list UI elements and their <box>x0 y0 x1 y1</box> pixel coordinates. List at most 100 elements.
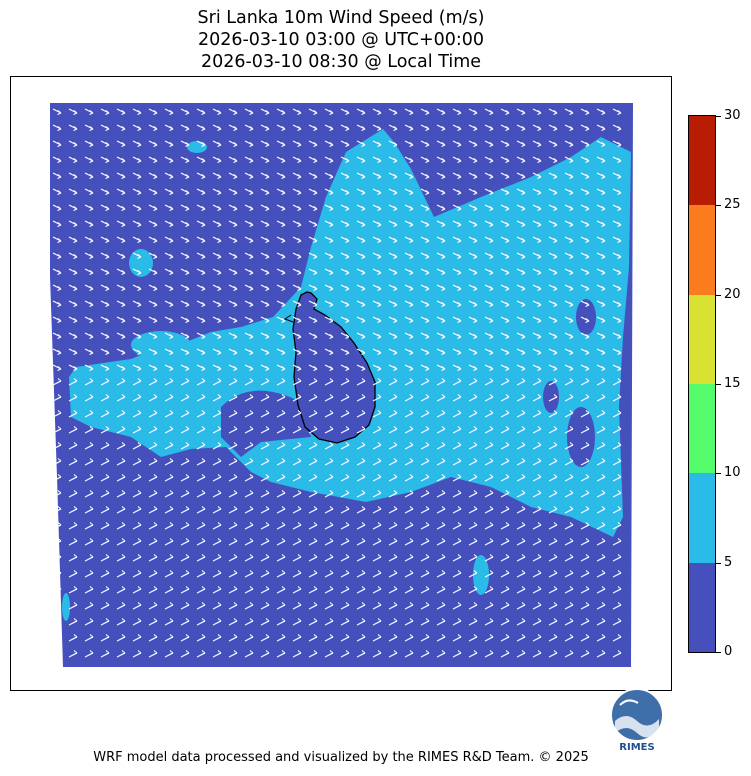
wind-arrow <box>100 538 110 546</box>
wind-arrow <box>580 586 590 594</box>
wind-arrow <box>260 522 270 530</box>
wind-arrow <box>116 394 126 402</box>
wind-arrow <box>132 394 142 402</box>
wind-arrow <box>548 426 558 434</box>
wind-arrow <box>420 618 430 626</box>
wind-arrow <box>196 204 206 212</box>
wind-arrow <box>132 490 142 498</box>
wind-arrow <box>68 426 78 434</box>
wind-arrow <box>100 490 110 498</box>
colorbar-tick-label: 20 <box>724 286 741 302</box>
wind-arrow <box>372 554 382 562</box>
wind-arrow <box>404 458 414 466</box>
wind-arrow <box>260 570 270 578</box>
wind-arrow <box>244 236 254 244</box>
wind-arrow <box>196 156 206 164</box>
wind-arrow <box>356 108 366 116</box>
wind-arrow <box>132 378 142 386</box>
colorbar-tick <box>716 384 721 385</box>
wind-arrow <box>276 284 286 292</box>
wind-arrow <box>372 602 382 610</box>
colorbar-tick-label: 5 <box>724 554 733 570</box>
wind-arrow <box>164 554 174 562</box>
wind-arrow <box>52 394 62 402</box>
wind-arrow <box>500 522 510 530</box>
colorbar-tick-label: 0 <box>724 644 733 659</box>
wind-arrow <box>420 506 430 514</box>
wind-arrow <box>308 332 318 340</box>
wind-arrow <box>356 236 366 244</box>
wind-arrow <box>68 108 78 116</box>
wind-arrow <box>452 156 462 164</box>
wind-arrow <box>276 348 286 356</box>
wind-arrow <box>276 124 286 132</box>
wind-arrow <box>148 410 158 418</box>
wind-arrow <box>260 332 270 340</box>
wind-arrow <box>452 618 462 626</box>
wind-arrow <box>180 522 190 530</box>
wind-arrow <box>276 188 286 196</box>
wind-arrow <box>420 268 430 276</box>
wind-arrow <box>340 140 350 148</box>
wind-arrow <box>420 378 430 386</box>
wind-arrow <box>228 650 238 658</box>
wind-arrow <box>372 364 382 372</box>
wind-arrow <box>292 268 302 276</box>
wind-arrow <box>132 570 142 578</box>
wind-arrow <box>68 442 78 450</box>
wind-arrow <box>468 220 478 228</box>
wind-arrow <box>452 586 462 594</box>
wind-arrow <box>612 220 622 228</box>
wind-arrow <box>500 394 510 402</box>
wind-arrow <box>356 570 366 578</box>
wind-arrow <box>68 522 78 530</box>
wind-arrow <box>548 442 558 450</box>
wind-arrow <box>164 348 174 356</box>
wind-arrow <box>452 124 462 132</box>
wind-arrow <box>68 650 78 658</box>
wind-arrow <box>388 204 398 212</box>
wind-arrow <box>244 522 254 530</box>
wind-arrow <box>468 300 478 308</box>
wind-arrow <box>356 332 366 340</box>
wind-arrow <box>356 634 366 642</box>
wind-arrow <box>260 586 270 594</box>
wind-arrow <box>452 378 462 386</box>
wind-arrow <box>372 634 382 642</box>
wind-arrow <box>212 538 222 546</box>
wind-arrow <box>484 570 494 578</box>
wind-arrow <box>612 634 622 642</box>
wind-arrow <box>564 316 574 324</box>
wind-arrow <box>372 284 382 292</box>
wind-arrow <box>292 474 302 482</box>
wind-arrow <box>116 172 126 180</box>
wind-arrow <box>292 442 302 450</box>
wind-arrow <box>404 364 414 372</box>
wind-arrow <box>164 236 174 244</box>
wind-arrow <box>68 268 78 276</box>
wind-arrow <box>372 474 382 482</box>
wind-arrow <box>532 188 542 196</box>
wind-arrow <box>356 156 366 164</box>
wind-arrow <box>212 156 222 164</box>
wind-arrow <box>564 458 574 466</box>
wind-arrow <box>132 348 142 356</box>
wind-arrow <box>212 602 222 610</box>
wind-arrow <box>404 570 414 578</box>
wind-arrow <box>308 284 318 292</box>
wind-arrow <box>516 394 526 402</box>
wind-arrow <box>500 602 510 610</box>
wind-arrow <box>340 364 350 372</box>
wind-arrow <box>196 586 206 594</box>
wind-arrow <box>52 474 62 482</box>
wind-arrow <box>420 364 430 372</box>
wind-arrow <box>356 618 366 626</box>
wind-arrow <box>420 188 430 196</box>
colorbar-bin <box>689 205 715 295</box>
wind-arrow <box>292 458 302 466</box>
wind-arrow <box>100 300 110 308</box>
wind-arrow <box>180 172 190 180</box>
wind-arrow <box>388 108 398 116</box>
wind-arrow <box>276 332 286 340</box>
wind-arrow <box>356 378 366 386</box>
